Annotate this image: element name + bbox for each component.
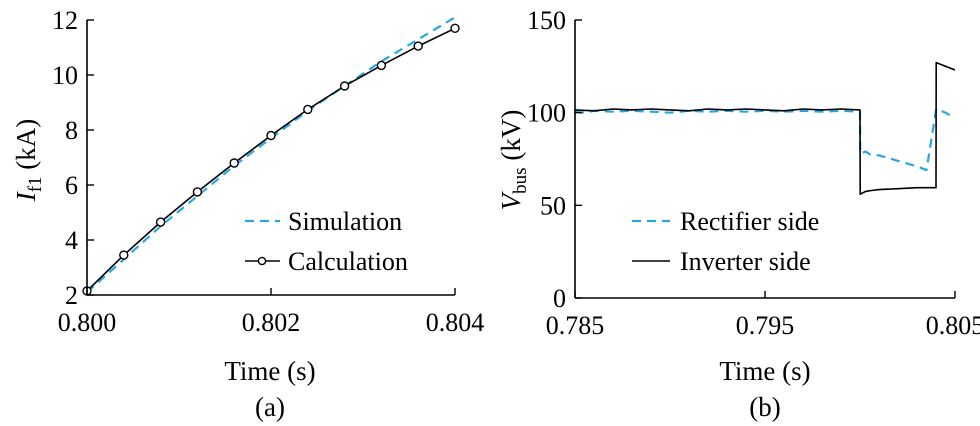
a-y-tick-label: 6 (65, 171, 78, 200)
b-y-tick-label: 50 (540, 191, 566, 220)
a-calculation-point (192, 187, 203, 197)
a-calculation-point (229, 158, 239, 168)
panel-b-axes: 0.785 0.795 0.805 0 50 100 150 (527, 6, 980, 340)
b-x-tick-label: 0.795 (736, 311, 795, 340)
panel-b-x-axis-label: Time (s) (719, 356, 810, 386)
a-calculation-point (376, 60, 387, 71)
panel-a-label: (a) (255, 392, 285, 422)
a-x-tick-label: 0.800 (58, 308, 117, 337)
a-y-tick-label: 2 (65, 281, 78, 310)
legend-calculation-marker (257, 256, 267, 266)
panel-a-y-subscript: f1 (25, 176, 46, 192)
legend-inverter-label: Inverter side (680, 247, 811, 276)
legend-rectifier-label: Rectifier side (680, 207, 819, 236)
panel-a-current-plot: Simulation Calculation 0.800 0.802 0.804 2 4… (11, 6, 484, 422)
legend-calculation-label: Calculation (288, 247, 408, 276)
a-y-tick-label: 4 (65, 226, 78, 255)
b-x-tick-label: 0.785 (546, 311, 605, 340)
b-series-inverter-side-line (574, 61, 956, 195)
panel-b-label: (b) (749, 392, 780, 422)
panel-a-axes: 0.800 0.802 0.804 2 4 6 8 10 12 (52, 6, 484, 337)
b-y-tick-label: 150 (527, 6, 566, 35)
panel-b-plot-area (574, 61, 956, 195)
a-calculation-point (339, 81, 350, 91)
panel-a-y-axis-label: If1 (kA) (11, 119, 46, 203)
panel-b-y-axis-label: Vbus (kV) (496, 110, 531, 211)
b-series-rectifier-side-line (574, 107, 956, 172)
panel-b-y-unit: (kV) (496, 110, 526, 168)
a-y-tick-label: 12 (52, 6, 78, 35)
legend-simulation-label: Simulation (288, 207, 402, 236)
a-calculation-point (266, 130, 276, 141)
a-y-tick-label: 8 (65, 116, 78, 145)
panel-b-voltage-plot: Rectifier side Inverter side 0.785 0.795 0… (496, 6, 980, 422)
panel-a-x-axis-label: Time (s) (224, 356, 315, 386)
b-y-tick-label: 100 (527, 99, 566, 128)
a-calculation-point (303, 104, 313, 115)
a-x-tick-label: 0.804 (426, 308, 485, 337)
b-y-tick-label: 0 (553, 284, 566, 313)
panel-a-y-symbol: I (11, 190, 41, 202)
a-x-tick-label: 0.802 (242, 308, 301, 337)
panel-b-y-subscript: bus (510, 167, 531, 193)
b-x-tick-label: 0.805 (926, 311, 980, 340)
a-calculation-point (450, 23, 460, 33)
a-calculation-point (413, 41, 423, 51)
panel-b-y-symbol: V (496, 190, 526, 210)
panel-a-legend: Simulation Calculation (245, 207, 408, 276)
panel-b-legend: Rectifier side Inverter side (632, 207, 819, 276)
panel-a-plot-area (82, 16, 460, 296)
a-y-tick-label: 10 (52, 61, 78, 90)
a-calculation-point (119, 250, 129, 260)
panel-a-y-unit: (kA) (11, 119, 41, 177)
a-calculation-point (155, 217, 166, 227)
